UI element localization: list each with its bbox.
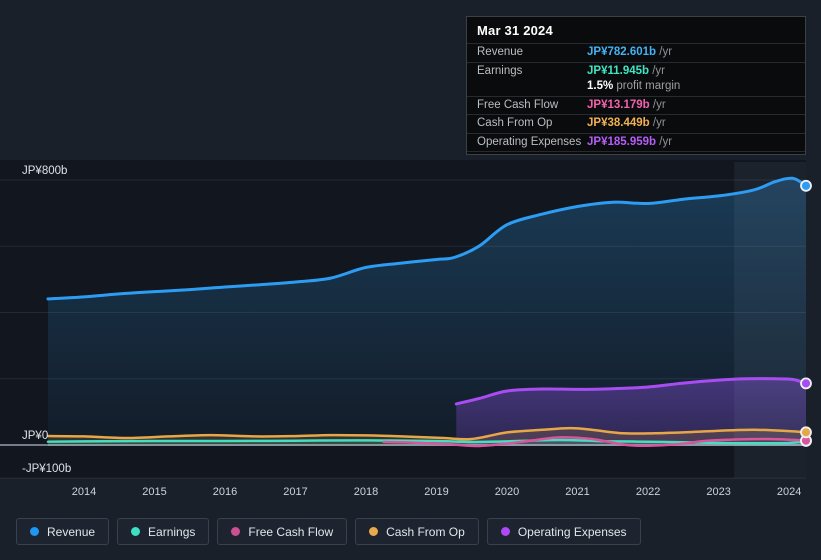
x-axis-label-2020: 2020 [495,486,519,498]
legend-item-operating-expenses[interactable]: Operating Expenses [486,518,641,545]
x-axis-label-2019: 2019 [424,486,448,498]
revenue-endpoint-dot [800,179,812,192]
legend-label: Revenue [47,524,96,539]
chart-legend: Revenue Earnings Free Cash Flow Cash From O… [16,518,641,545]
cash-from-op-line [46,426,808,441]
earnings-legend-dot [131,527,141,536]
tooltip-row-cash-from-op: Cash From Op JP¥38.449b /yr [467,114,805,133]
operating-expenses-legend-dot [500,527,510,536]
operating-expenses-endpoint-dot [800,377,812,390]
free-cash-flow-line [382,436,808,448]
tooltip-row-value: JP¥11.945b /yr [587,64,666,77]
free-cash-flow-legend-dot [231,527,241,536]
cash-from-op-endpoint-dot [800,426,812,439]
tooltip-row-value: JP¥782.601b /yr [587,46,673,58]
legend-label: Earnings [148,524,196,539]
tooltip-row-label: Earnings [477,64,523,77]
revenue-line [46,176,808,301]
tooltip-row-earnings: Earnings JP¥11.945b /yr 1.5% profit margin [467,61,805,96]
x-axis-label-2014: 2014 [72,486,96,498]
x-axis-label-2018: 2018 [354,486,378,498]
x-axis-label-2022: 2022 [636,486,660,498]
legend-item-earnings[interactable]: Earnings [117,518,210,545]
tooltip-rows: Revenue JP¥782.601b /yr Earnings JP¥11.945b… [467,43,805,152]
legend-item-free-cash-flow[interactable]: Free Cash Flow [217,518,348,545]
tooltip-row-operating-expenses: Operating Expenses JP¥185.959b /yr [467,132,805,152]
x-axis-label-2017: 2017 [283,486,307,498]
tooltip-row-value: JP¥185.959b /yr [587,135,673,148]
revenue-area [48,178,806,446]
earnings-line [46,438,808,445]
cash-from-op-legend-dot [369,527,379,536]
legend-item-revenue[interactable]: Revenue [16,518,110,545]
data-tooltip: Mar 31 2024 Revenue JP¥782.601b /yr Earnin… [466,16,806,155]
legend-label: Operating Expenses [517,524,627,539]
revenue-legend-dot [30,527,39,536]
tooltip-row-value: JP¥38.449b /yr [587,117,666,129]
x-axis-label-2023: 2023 [706,486,730,498]
x-axis-label-2024: 2024 [777,486,801,498]
tooltip-row-value: JP¥13.179b /yr [587,98,666,111]
tooltip-row-label: Operating Expenses [477,135,582,148]
profit-margin-note: 1.5% profit margin [587,80,681,92]
legend-item-cash-from-op[interactable]: Cash From Op [355,518,479,545]
legend-label: Free Cash Flow [248,524,334,539]
tooltip-row-label: Free Cash Flow [477,98,559,111]
tooltip-row-revenue: Revenue JP¥782.601b /yr [467,43,805,62]
tooltip-row-label: Revenue [477,46,524,58]
hover-highlight-band [734,162,806,478]
tooltip-row-label: Cash From Op [477,117,553,129]
x-axis-label-2015: 2015 [142,486,166,498]
tooltip-date: Mar 31 2024 [477,23,553,38]
y-axis-label--100: -JP¥100b [22,463,71,475]
tooltip-row-free-cash-flow: Free Cash Flow JP¥13.179b /yr [467,95,805,115]
operating-expenses-line [454,377,808,406]
x-axis-label-2016: 2016 [213,486,237,498]
x-axis-label-2021: 2021 [565,486,589,498]
y-axis-label-0: JP¥0 [22,430,48,442]
legend-label: Cash From Op [386,524,465,539]
y-axis-label-800: JP¥800b [22,165,67,177]
